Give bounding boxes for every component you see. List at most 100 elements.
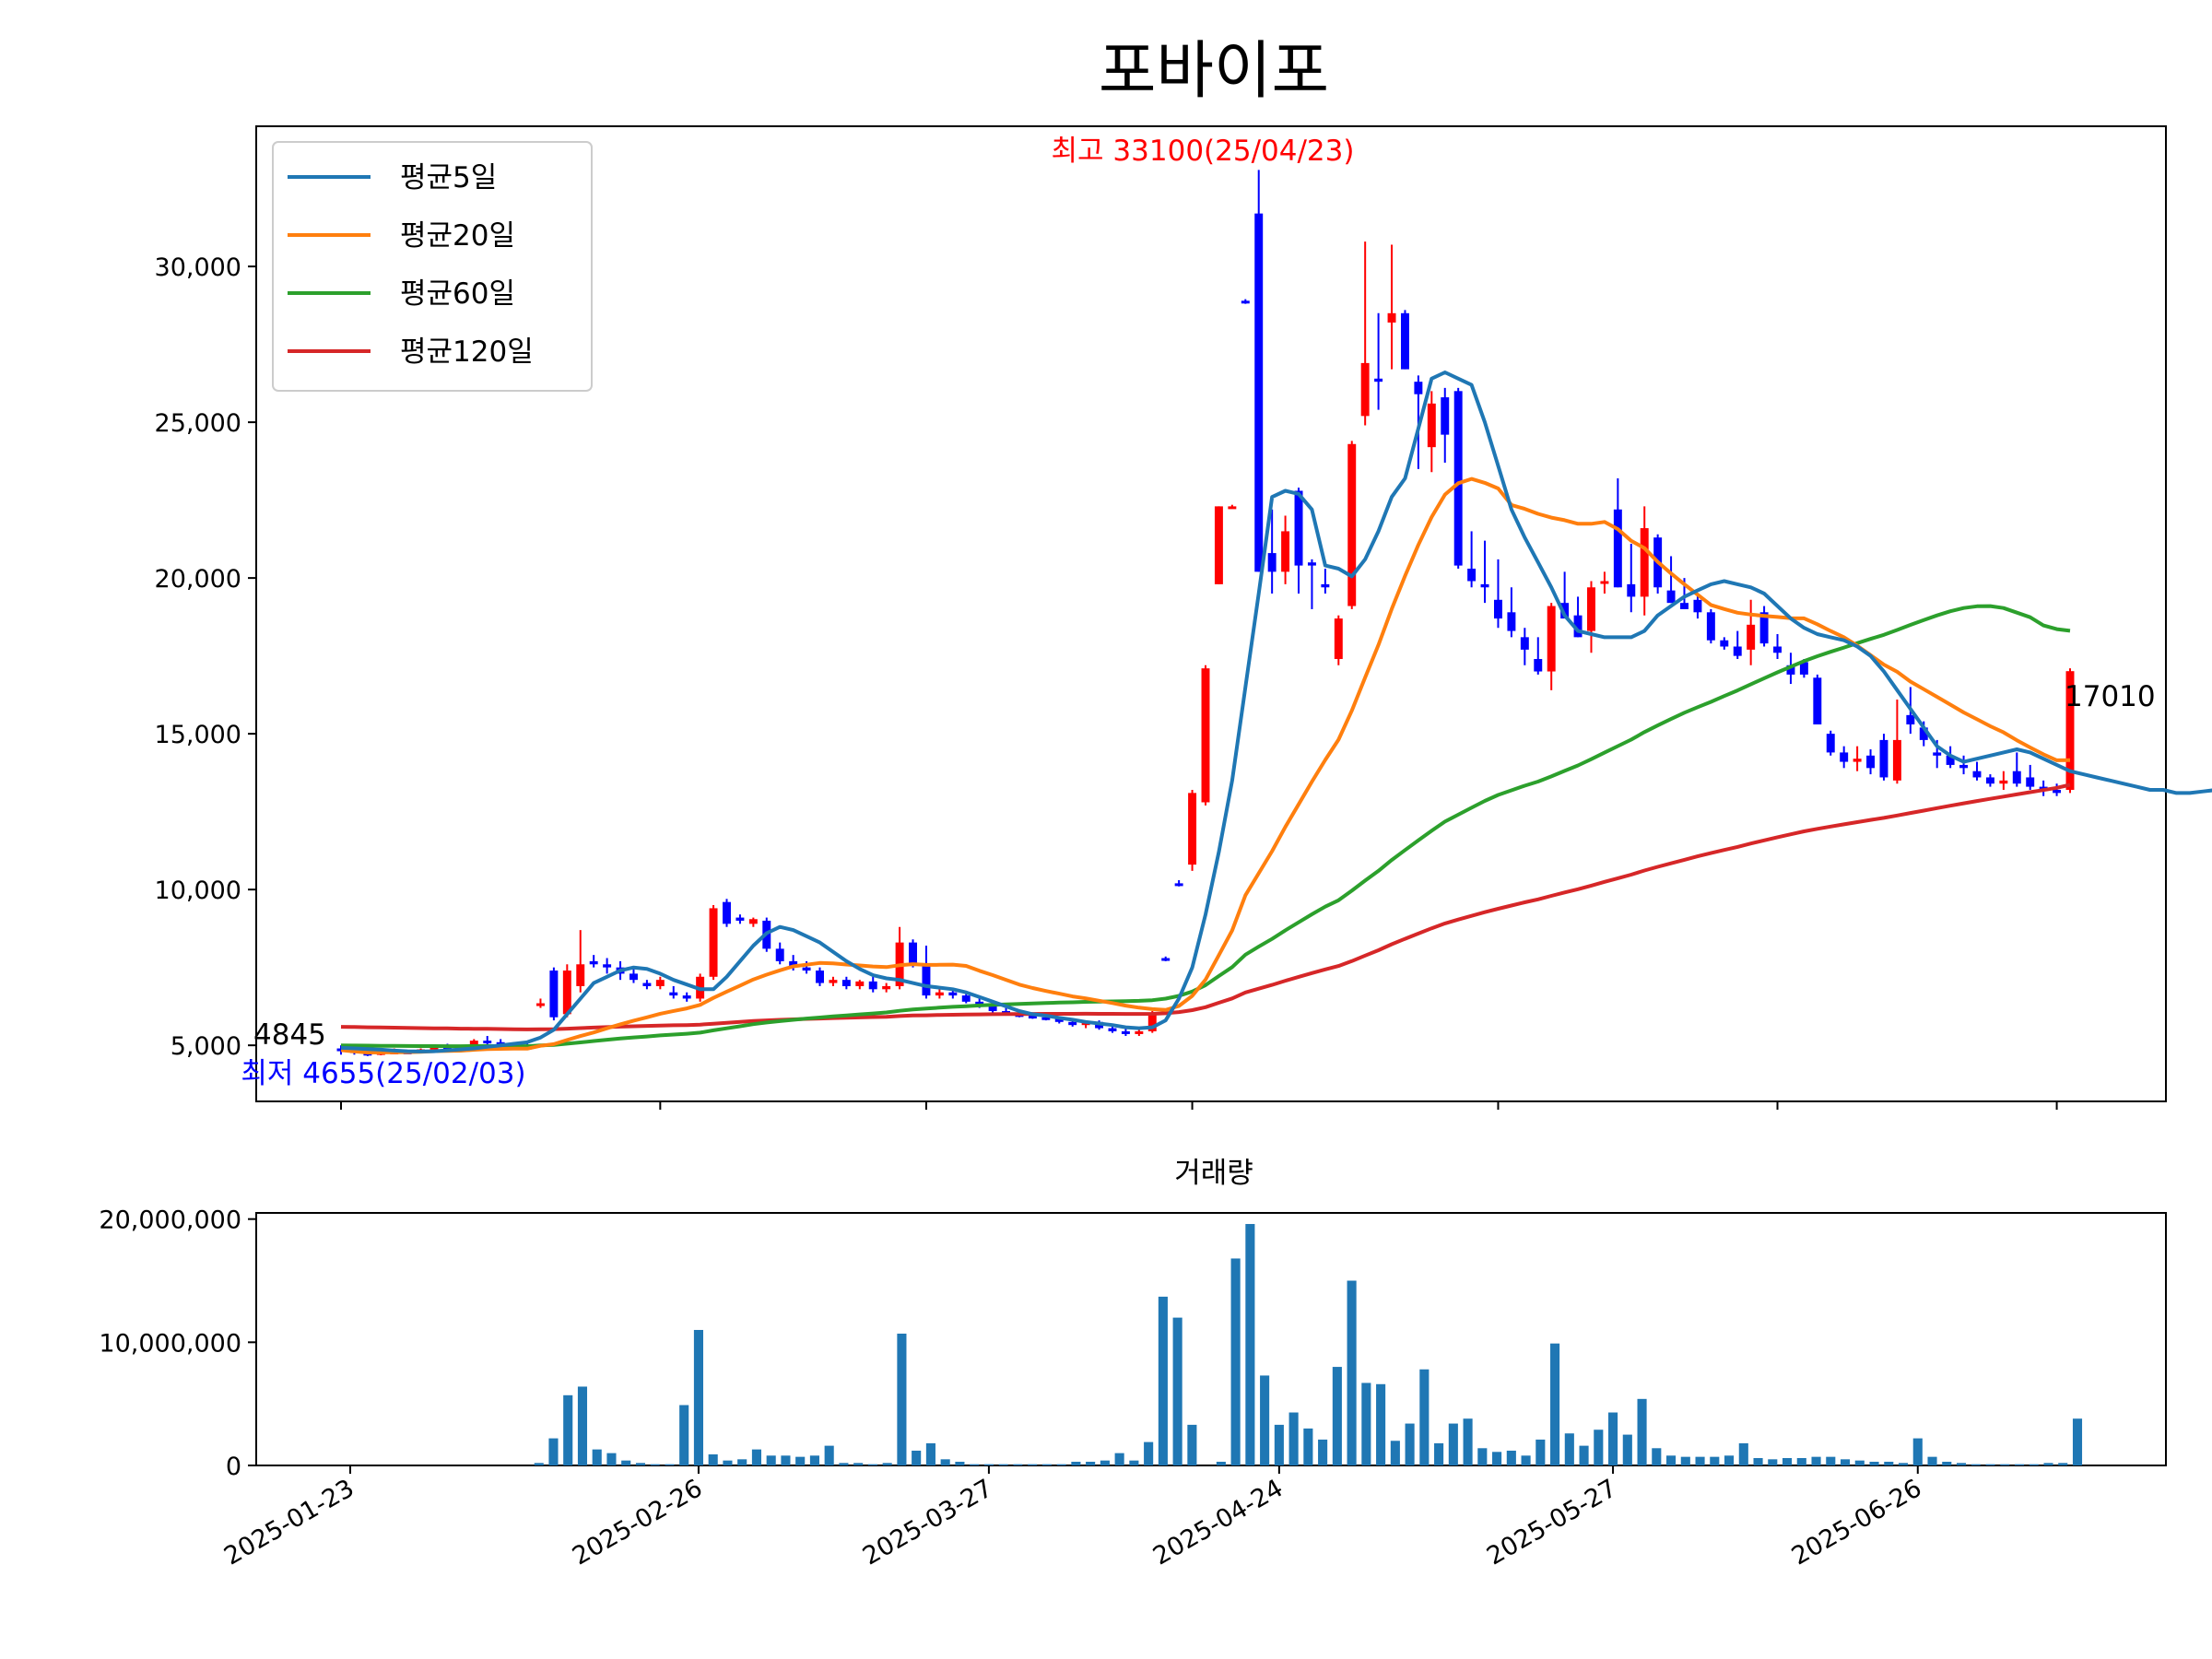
x-date-tick-label: 2025-06-26 [1787, 1474, 1926, 1571]
line-ma60 [340, 604, 2071, 1049]
volume-bar [912, 1450, 922, 1465]
candle-body [1520, 637, 1529, 650]
candle-body [1786, 665, 1795, 675]
volume-bar [1361, 1382, 1371, 1465]
volume-bar [1506, 1450, 1516, 1465]
volume-bar [1724, 1455, 1735, 1465]
volume-bar [1419, 1369, 1430, 1465]
volume-bars [534, 1224, 2083, 1465]
candle-body [2065, 671, 2075, 790]
volume-bar [882, 1463, 892, 1465]
price-y-tick-label: 10,000 [155, 877, 241, 905]
candle-body [1400, 312, 1409, 370]
volume-bar [723, 1460, 733, 1465]
volume-bar [1245, 1224, 1255, 1465]
candle-body [1201, 668, 1210, 803]
volume-panel-title: 거래량 [1174, 1157, 1253, 1190]
volume-bar [1172, 1317, 1182, 1465]
volume-bar [606, 1453, 617, 1465]
volume-bar [1216, 1461, 1226, 1465]
line-ma120 [340, 782, 2071, 1031]
candle-body [1600, 581, 1609, 584]
candle-body [775, 948, 784, 961]
volume-bar [1332, 1367, 1342, 1465]
volume-bar [534, 1463, 544, 1465]
candle-body [1174, 883, 1183, 887]
volume-bar [1637, 1398, 1647, 1465]
volume-y-tick-label: 10,000,000 [99, 1329, 241, 1358]
candle-body [1799, 662, 1808, 675]
price-y-tick-label: 30,000 [155, 253, 241, 282]
candle-body [789, 960, 798, 968]
candle-body [868, 981, 877, 990]
candle-body [1147, 1014, 1157, 1031]
legend-box [272, 141, 593, 392]
candlestick-series [336, 170, 2075, 1056]
candle-body [1906, 714, 1915, 724]
candle-body [1919, 727, 1928, 740]
volume-bar [1274, 1424, 1284, 1465]
candle-body [1866, 755, 1876, 769]
candle-body [1414, 382, 1423, 394]
volume-bar [1144, 1441, 1154, 1465]
volume-bar [1158, 1296, 1168, 1465]
candle-body [1161, 958, 1171, 961]
volume-bar [1550, 1343, 1560, 1465]
candle-body [1759, 612, 1769, 644]
candle-body [669, 992, 678, 996]
volume-bar [1927, 1456, 1937, 1465]
volume-bar [1622, 1434, 1632, 1465]
volume-bar [1564, 1433, 1574, 1465]
candle-body [576, 964, 585, 986]
candle-body [682, 995, 691, 999]
volume-bar [737, 1459, 747, 1465]
chart-title: 포바이포 [1099, 35, 1329, 108]
candle-body [549, 971, 559, 1018]
candle-body [1613, 509, 1622, 588]
candle-body [642, 982, 652, 986]
volume-bar [1100, 1460, 1110, 1465]
volume-bar [1376, 1383, 1386, 1465]
candle-body [1560, 603, 1570, 619]
volume-bar [1826, 1456, 1836, 1465]
legend: 평균5일 평균20일 평균60일 평균120일 [272, 141, 593, 392]
volume-bar [679, 1405, 689, 1465]
candle-body [709, 908, 718, 977]
volume-bar [1303, 1428, 1313, 1465]
candle-body [589, 960, 598, 965]
candle-body [1627, 583, 1636, 597]
candle-body [922, 964, 931, 996]
legend-label-ma60: 평균60일 [400, 277, 515, 311]
candle-body [1946, 755, 1955, 765]
volume-x-axis: 2025-01-23 2025-02-26 2025-03-27 2025-04-24… [219, 1465, 1926, 1571]
candle-body [1121, 1030, 1130, 1034]
volume-bar [1405, 1423, 1415, 1465]
volume-bar [1811, 1456, 1821, 1465]
candle-body [1892, 739, 1901, 781]
volume-bar [1594, 1430, 1604, 1465]
volume-bar [955, 1461, 965, 1465]
volume-bar [1753, 1457, 1763, 1465]
candle-body [2026, 777, 2035, 787]
candle-body [1294, 490, 1303, 566]
volume-bar [1535, 1439, 1546, 1465]
volume-bar [1898, 1463, 1909, 1465]
candle-body [655, 980, 665, 986]
candle-body [2053, 789, 2062, 794]
candle-body [483, 1041, 492, 1044]
candle-body [1387, 312, 1396, 323]
volume-bar [1854, 1460, 1865, 1465]
volume-bar [1477, 1448, 1488, 1465]
candle-body [748, 919, 758, 924]
volume-bar [2072, 1418, 2083, 1465]
price-panel-frame [255, 125, 2167, 1102]
candle-body [1720, 640, 1729, 647]
first-close-label: 4845 [253, 1018, 326, 1052]
candle-body [1507, 612, 1516, 631]
candle-body [1666, 590, 1676, 604]
price-y-tick-label: 5,000 [171, 1032, 241, 1061]
volume-bar [1492, 1452, 1502, 1465]
volume-bar [1652, 1448, 1662, 1465]
candle-body [1494, 599, 1502, 619]
candle-body [1840, 752, 1849, 762]
